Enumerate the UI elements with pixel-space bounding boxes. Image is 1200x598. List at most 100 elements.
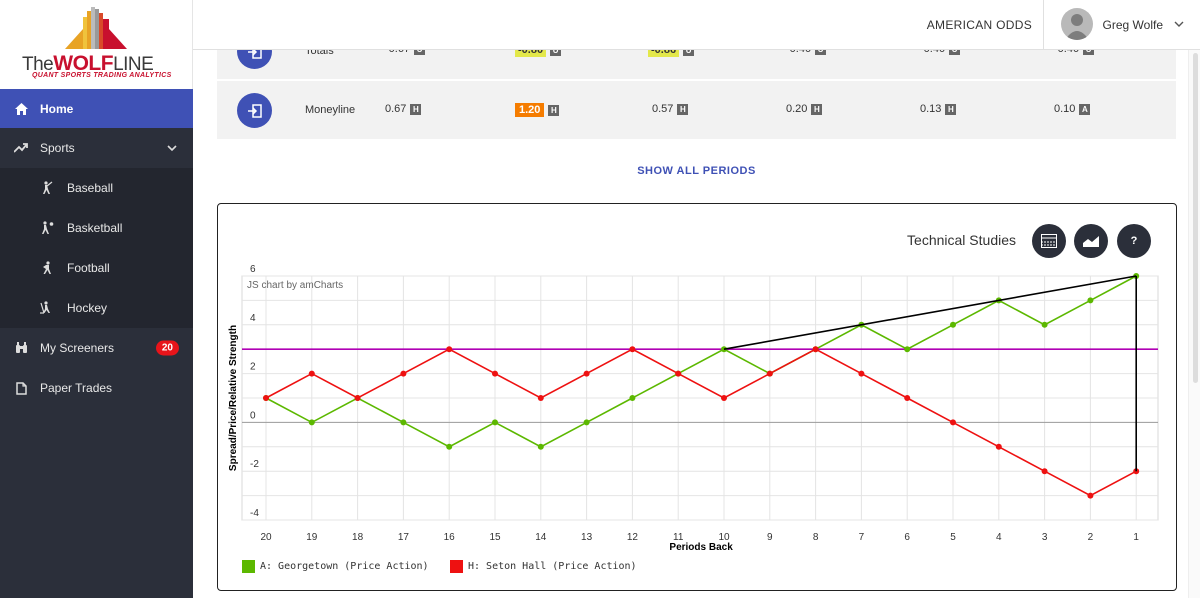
- baseball-icon: [40, 181, 54, 195]
- legend-swatch: [242, 560, 255, 573]
- page-scrollbar[interactable]: [1188, 50, 1200, 598]
- table-cell: 1.20 H: [515, 103, 560, 117]
- data-point-series-1: [995, 443, 1002, 450]
- chevron-down-icon[interactable]: [1174, 19, 1184, 29]
- table-row-moneyline: Moneyline 0.67 H 1.20 H 0.57 H 0.20 H 0.13 H …: [217, 81, 1176, 139]
- user-name[interactable]: Greg Wolfe: [1102, 18, 1163, 32]
- data-point-series-1: [721, 395, 727, 401]
- row-label: Moneyline: [305, 104, 356, 116]
- data-point-series-0: [400, 419, 407, 426]
- x-tick-label: 20: [260, 532, 272, 543]
- sidebar: TheWOLFLINE QUANT SPORTS TRADING ANALYTI…: [0, 0, 193, 598]
- scrollbar-thumb[interactable]: [1193, 53, 1198, 383]
- side-tag: H: [677, 103, 689, 115]
- x-tick-label: 11: [673, 532, 684, 543]
- data-point-series-1: [446, 346, 453, 353]
- table-cell: 0.10 A: [1054, 103, 1091, 115]
- sidebar-item-basketball[interactable]: Basketball: [0, 208, 193, 248]
- x-axis-label: Periods Back: [669, 542, 733, 553]
- x-tick-label: 2: [1088, 532, 1094, 543]
- avatar[interactable]: [1061, 8, 1093, 40]
- basketball-icon: [40, 221, 54, 235]
- sidebar-item-label: Paper Trades: [40, 381, 113, 395]
- side-tag: A: [1079, 103, 1091, 115]
- data-point-series-0: [904, 346, 911, 353]
- data-point-series-0: [950, 321, 956, 328]
- sidebar-item-label: Hockey: [67, 301, 108, 315]
- help-button[interactable]: ?: [1117, 224, 1151, 258]
- data-point-series-1: [263, 395, 269, 401]
- data-point-series-1: [812, 346, 819, 353]
- logo[interactable]: TheWOLFLINE QUANT SPORTS TRADING ANALYTI…: [0, 0, 193, 89]
- sidebar-item-sports[interactable]: Sports: [0, 128, 193, 168]
- series-line-1: [265, 348, 1137, 497]
- data-point-series-0: [492, 419, 498, 426]
- sidebar-item-my-screeners[interactable]: My Screeners 20: [0, 328, 193, 368]
- show-all-periods-link[interactable]: SHOW ALL PERIODS: [637, 165, 756, 177]
- data-point-series-0: [308, 419, 315, 426]
- data-point-series-1: [537, 395, 544, 401]
- y-tick-label: 4: [250, 313, 256, 324]
- sidebar-item-paper-trades[interactable]: Paper Trades: [0, 368, 193, 408]
- legend-item-georgetown[interactable]: A: Georgetown (Price Action): [242, 560, 429, 573]
- sidebar-item-label: Football: [67, 261, 110, 275]
- data-point-series-1: [858, 370, 865, 377]
- chevron-down-icon: [167, 145, 177, 152]
- sidebar-item-label: Home: [40, 101, 74, 116]
- side-tag: H: [811, 103, 823, 115]
- legend-label: A: Georgetown (Price Action): [260, 561, 429, 572]
- data-point-series-1: [629, 346, 636, 353]
- data-point-series-1: [492, 370, 498, 377]
- top-bar: AMERICAN ODDS Greg Wolfe: [193, 0, 1200, 50]
- x-tick-label: 19: [306, 532, 318, 543]
- x-tick-label: 7: [859, 532, 865, 543]
- document-icon: [14, 381, 28, 395]
- football-icon: [40, 261, 54, 275]
- side-tag: H: [410, 103, 422, 115]
- sidebar-item-home[interactable]: Home: [0, 89, 193, 128]
- sidebar-item-baseball[interactable]: Baseball: [0, 168, 193, 208]
- y-tick-label: -2: [250, 459, 259, 470]
- y-tick-label: 6: [250, 264, 256, 275]
- enter-icon: [247, 103, 262, 118]
- sidebar-item-label: Sports: [40, 141, 75, 155]
- sidebar-item-hockey[interactable]: Hockey: [0, 288, 193, 328]
- price-action-chart: -4 -2 0 2 4 6 20 19 18 17 16 15 14 13 12 11 10 9 8 7 6 5 4 3 2 1 P…: [228, 264, 1159, 553]
- grid-view-button[interactable]: [1032, 224, 1066, 258]
- screeners-count-badge: 20: [155, 340, 179, 356]
- sidebar-item-label: My Screeners: [40, 341, 115, 355]
- data-point-series-1: [904, 395, 911, 401]
- x-tick-label: 14: [535, 532, 547, 543]
- data-point-series-0: [1041, 321, 1048, 328]
- logo-wordmark: TheWOLFLINE: [22, 52, 154, 75]
- table-cell: 0.13 H: [920, 103, 957, 115]
- data-point-series-1: [308, 370, 315, 377]
- data-point-series-1: [950, 419, 956, 426]
- series-line-0: [265, 275, 1137, 448]
- table-cell: 0.67 H: [385, 103, 422, 115]
- area-chart-button[interactable]: [1074, 224, 1108, 258]
- x-tick-label: 10: [718, 532, 730, 543]
- data-point-series-1: [1041, 468, 1048, 475]
- x-tick-label: 5: [950, 532, 956, 543]
- data-point-series-1: [675, 370, 682, 377]
- topbar-divider: [1043, 0, 1044, 50]
- odds-format-toggle[interactable]: AMERICAN ODDS: [926, 18, 1032, 32]
- chart-watermark: JS chart by amCharts: [247, 280, 343, 291]
- data-point-series-1: [1087, 492, 1094, 499]
- data-point-series-1: [400, 370, 407, 377]
- sidebar-item-football[interactable]: Football: [0, 248, 193, 288]
- legend-item-seton-hall[interactable]: H: Seton Hall (Price Action): [450, 560, 637, 573]
- technical-studies-panel: Technical Studies ? -4 -2 0 2 4 6 20 19 18 17 16 15…: [217, 203, 1177, 591]
- logo-tagline: QUANT SPORTS TRADING ANALYTICS: [32, 72, 172, 79]
- open-row-button[interactable]: [237, 93, 272, 128]
- binoculars-icon: [14, 341, 28, 355]
- x-tick-label: 8: [813, 532, 819, 543]
- side-tag: U: [683, 44, 695, 56]
- table-cell: 0.57 H: [652, 103, 689, 115]
- y-tick-label: -4: [250, 508, 259, 519]
- table-cell: 0.20 H: [786, 103, 823, 115]
- x-tick-label: 3: [1042, 532, 1048, 543]
- x-tick-label: 4: [996, 532, 1002, 543]
